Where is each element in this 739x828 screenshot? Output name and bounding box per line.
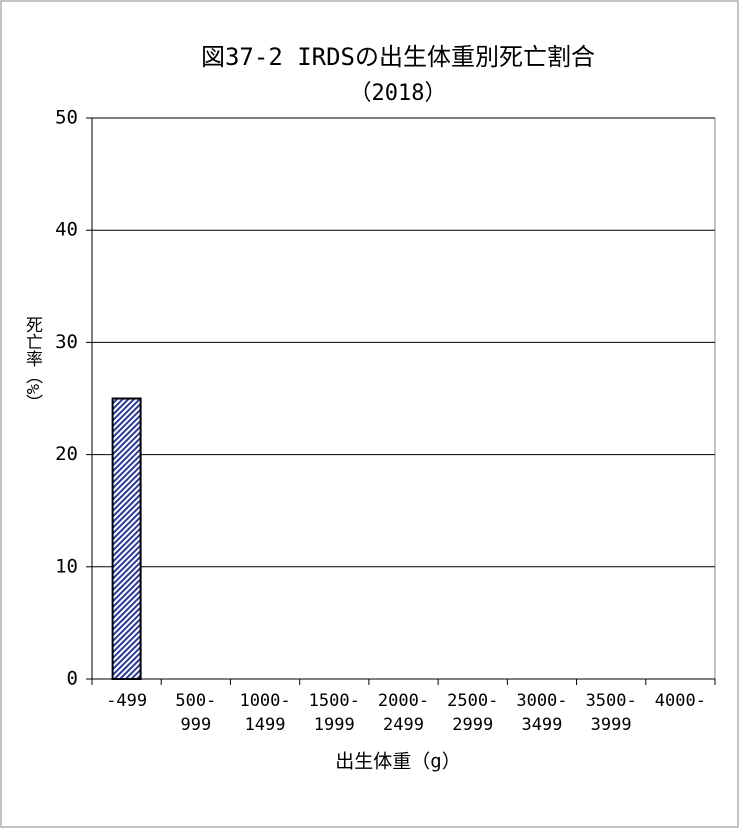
y-axis-title: 死亡率（%） <box>22 316 42 412</box>
y-tick-label: 10 <box>55 555 78 577</box>
x-tick-label: 2500-2999 <box>447 691 499 735</box>
chart-title: 図37-2 IRDSの出生体重別死亡割合 <box>201 43 595 71</box>
plot-frame <box>91 117 716 680</box>
bar <box>111 397 142 680</box>
x-tick-label: 1500-1999 <box>308 691 360 735</box>
y-tick-label: 0 <box>67 668 78 690</box>
x-tick-label: 3000-3499 <box>516 691 568 735</box>
x-axis-title: 出生体重（g） <box>335 751 460 773</box>
x-tick-label: 1000-1499 <box>239 691 291 735</box>
x-tick-label: -499 <box>106 691 148 711</box>
y-tick-label: 20 <box>55 443 78 465</box>
x-tick-label: 500-999 <box>175 691 217 735</box>
x-tick-label: 3500-3999 <box>585 691 637 735</box>
y-tick-label: 50 <box>55 107 78 129</box>
x-tick-label: 2000-2499 <box>377 691 430 735</box>
y-tick-label: 40 <box>55 219 78 241</box>
chart-subtitle: （2018） <box>350 81 447 106</box>
x-tick-label: 4000- <box>654 691 706 711</box>
y-tick-label: 30 <box>55 331 78 353</box>
